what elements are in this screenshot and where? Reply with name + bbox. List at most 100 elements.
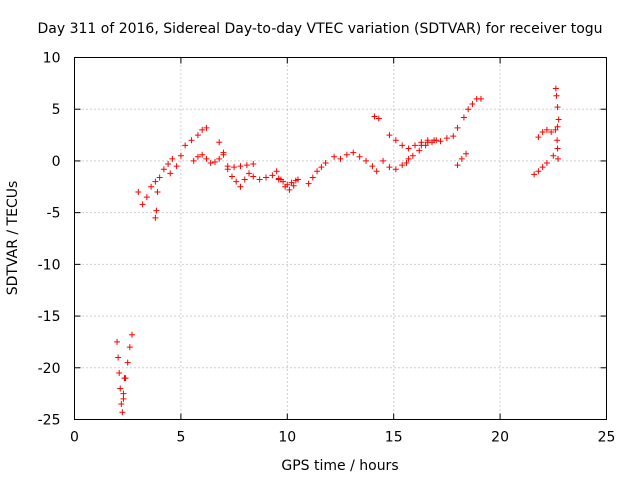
x-axis-label: GPS time / hours (281, 458, 398, 474)
data-point-seg-21.5h (539, 164, 546, 171)
data-point-seg-16h (416, 147, 423, 154)
data-point-seg-3.8h (160, 166, 167, 173)
data-point-seg-22.7h (553, 92, 560, 99)
data-point-seg-22.7h (554, 137, 561, 144)
data-point-seg-early-low (119, 409, 126, 416)
y-tick-label: 5 (52, 102, 61, 118)
data-point-seg-18.5h (454, 124, 461, 131)
x-tick-label: 0 (70, 430, 79, 446)
data-point-seg-3.8h (156, 174, 163, 181)
data-point-seg-7h (245, 170, 252, 177)
data-point-seg-8.5h (250, 173, 257, 180)
data-point-seg-9.5h (290, 182, 297, 189)
data-point-seg-18h (458, 155, 465, 162)
data-point-seg-10h (280, 178, 287, 185)
data-point-seg-7h (233, 178, 240, 185)
grid-lines (74, 57, 607, 420)
x-tick-label: 15 (385, 430, 403, 446)
data-point-seg-6h (203, 155, 210, 162)
y-tick-label: -15 (38, 309, 61, 325)
data-point-seg-7h (220, 149, 227, 156)
data-point-seg-22h (539, 128, 546, 135)
data-point-seg-11h (322, 159, 329, 166)
data-point-seg-8.5h (263, 174, 270, 181)
data-point-seg-early-rise (122, 375, 129, 382)
y-axis-label: SDTVAR / TECUs (5, 181, 21, 296)
data-point-seg-3h (148, 183, 155, 190)
plot-frame (74, 57, 607, 420)
data-point-seg-17h (418, 142, 425, 149)
data-point-seg-21.5h (535, 168, 542, 175)
data-point-seg-7h (237, 183, 244, 190)
data-point-seg-15h (405, 145, 412, 152)
data-point-seg-22h (554, 123, 561, 130)
data-point-seg-22.7h (554, 155, 561, 162)
data-point-seg-4.5h (167, 170, 174, 177)
data-point-seg-early-low (117, 385, 124, 392)
data-point-seg-22.7h (552, 85, 559, 92)
data-point-seg-18.5h (477, 95, 484, 102)
data-point-seg-16h (409, 152, 416, 159)
x-tick-label: 10 (278, 430, 296, 446)
data-point-seg-18h (463, 150, 470, 157)
data-point-seg-early-low (115, 354, 122, 361)
data-point-seg-11h (318, 164, 325, 171)
data-point-seg-7.5h (250, 161, 257, 168)
data-point-seg-9.5h (273, 168, 280, 175)
data-point-seg-14h (375, 115, 382, 122)
data-point-seg-8.5h (256, 176, 263, 183)
data-point-seg-10h (284, 181, 291, 188)
data-point-seg-12h (343, 151, 350, 158)
data-point-seg-21.5h (531, 171, 538, 178)
data-point-seg-6h (207, 159, 214, 166)
data-point-seg-14.5h (399, 162, 406, 169)
data-point-seg-17h (437, 138, 444, 145)
data-point-seg-18.5h (469, 101, 476, 108)
data-point-seg-3h (152, 178, 159, 185)
y-tick-label: 0 (52, 154, 61, 170)
data-point-seg-7.5h (243, 162, 250, 169)
data-point-seg-3h (135, 188, 142, 195)
data-point-seg-3.8h (154, 188, 161, 195)
data-point-seg-12h (373, 168, 380, 175)
data-point-seg-18.5h (460, 114, 467, 121)
data-point-seg-15h (411, 142, 418, 149)
data-point-seg-early-low (120, 395, 127, 402)
data-point-seg-22h (548, 128, 555, 135)
data-point-seg-7h (241, 176, 248, 183)
data-point-seg-6h (194, 153, 201, 160)
data-point-seg-early-rise (126, 344, 133, 351)
data-point-seg-6h (190, 157, 197, 164)
y-tick-label: -25 (38, 413, 61, 429)
x-tick-label: 5 (176, 430, 185, 446)
data-point-seg-6h (216, 155, 223, 162)
data-point-seg-14.5h (380, 157, 387, 164)
data-point-seg-12h (331, 153, 338, 160)
data-point-seg-4.5h (199, 126, 206, 133)
data-point-seg-early-low (116, 369, 123, 376)
data-point-seg-4.5h (182, 142, 189, 149)
data-point-seg-22.7h (554, 104, 561, 111)
data-point-seg-7.5h (231, 164, 238, 171)
data-point-seg-14.5h (386, 164, 393, 171)
data-point-seg-3.8h (152, 214, 159, 221)
data-point-seg-15h (386, 132, 393, 139)
data-point-seg-7.5h (237, 163, 244, 170)
data-point-seg-early-rise (128, 331, 135, 338)
data-point-seg-10h (292, 177, 299, 184)
data-point-seg-12h (356, 153, 363, 160)
data-point-seg-7h (228, 173, 235, 180)
data-point-seg-22h (535, 134, 542, 141)
data-point-seg-14.5h (405, 155, 412, 162)
data-point-seg-3.8h (169, 155, 176, 162)
data-point-seg-22h (552, 126, 559, 133)
data-point-seg-early-low (114, 338, 121, 345)
y-tick-label: 10 (43, 51, 61, 67)
data-point-seg-18.5h (465, 106, 472, 113)
data-point-seg-21.5h (543, 159, 550, 166)
data-point-seg-3.8h (165, 161, 172, 168)
data-point-seg-10h (288, 179, 295, 186)
data-point-seg-11h (305, 180, 312, 187)
data-point-seg-12h (363, 157, 370, 164)
data-point-seg-14.5h (392, 166, 399, 173)
